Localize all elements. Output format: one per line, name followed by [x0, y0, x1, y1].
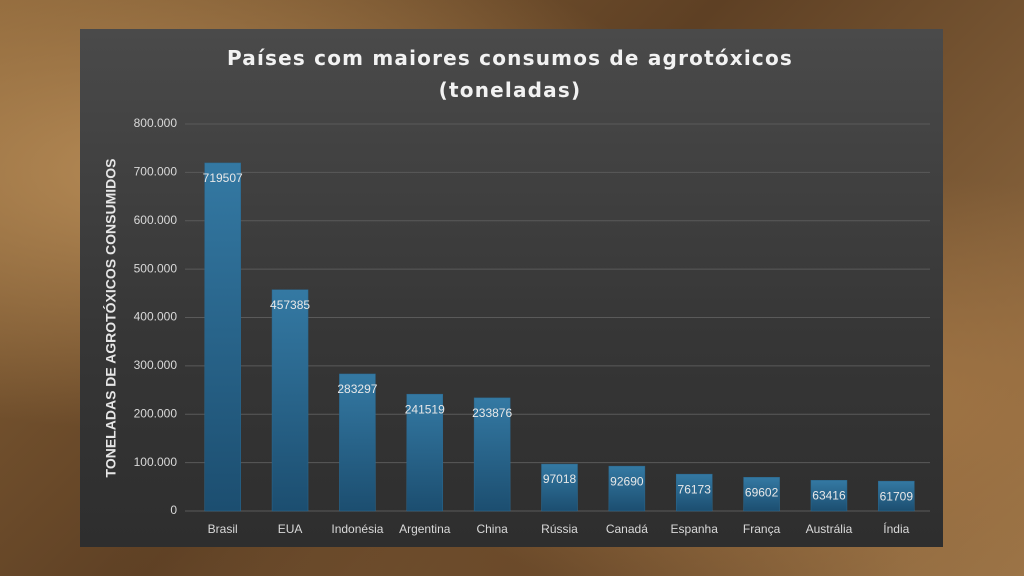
data-label: 63416: [812, 488, 846, 502]
chart-title: Países com maiores consumos de agrotóxic…: [226, 46, 794, 102]
x-tick-label: EUA: [278, 522, 303, 536]
bar: [204, 162, 241, 512]
data-label: 241519: [405, 402, 445, 416]
bar: [339, 373, 376, 512]
x-tick-label: França: [743, 522, 781, 536]
x-tick-label: Argentina: [399, 522, 451, 536]
y-tick-label: 300.000: [134, 358, 178, 372]
bar: [406, 393, 444, 512]
bar: [675, 473, 713, 512]
bar: [810, 480, 848, 512]
y-tick-label: 800.000: [134, 116, 178, 130]
data-label: 69602: [745, 486, 779, 500]
data-label: 92690: [610, 474, 644, 488]
bar: [608, 465, 646, 512]
x-tick-label: Espanha: [671, 522, 719, 536]
x-tick-label: Rússia: [541, 522, 578, 536]
x-tick-label: Austrália: [806, 522, 853, 536]
x-tick-label: Brasil: [208, 522, 238, 536]
x-tick-label: China: [476, 522, 508, 536]
y-tick-label: 500.000: [134, 261, 178, 275]
y-tick-label: 700.000: [134, 165, 178, 179]
data-label: 457385: [270, 298, 310, 312]
bar: [878, 480, 915, 512]
y-tick-label: 600.000: [134, 213, 178, 227]
data-label: 97018: [543, 472, 577, 486]
y-tick-label: 0: [170, 503, 177, 517]
data-label: 283297: [337, 382, 377, 396]
data-label: 61709: [880, 489, 914, 503]
bar: [743, 477, 780, 512]
data-label: 719507: [203, 171, 243, 185]
y-tick-label: 400.000: [134, 310, 178, 324]
bar: [541, 463, 578, 512]
y-tick-label: 100.000: [134, 455, 178, 469]
y-tick-label: 200.000: [134, 406, 178, 420]
x-tick-label: Canadá: [606, 522, 648, 536]
x-tick-label: Indonésia: [331, 522, 383, 536]
x-tick-label: Índia: [883, 521, 909, 536]
data-label: 76173: [678, 482, 712, 496]
y-axis-label: TONELADAS DE AGROTÓXICOS CONSUMIDOS: [102, 159, 119, 478]
data-label: 233876: [472, 406, 512, 420]
bar: [473, 397, 511, 512]
bar: [271, 289, 309, 512]
